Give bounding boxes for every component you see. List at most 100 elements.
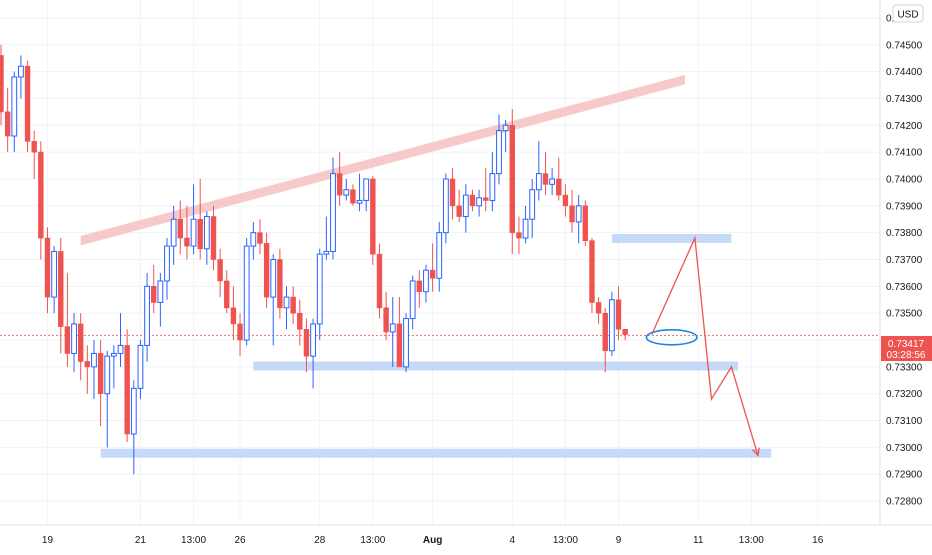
candle-body [144,285,150,346]
candle-body [230,307,237,325]
price-tick-label: 0.73300 [886,362,923,373]
price-tick-label: 0.73600 [886,282,923,293]
candle-body [556,178,562,196]
price-axis[interactable]: 0.746000.745000.744000.743000.742000.741… [886,13,923,507]
support-zone [253,361,739,371]
candle-body [263,243,270,298]
candle-body [356,199,363,204]
resistance-channel [80,74,685,246]
price-tick-label: 0.74200 [886,121,923,132]
price-badge-countdown: 03:28:56 [887,350,926,361]
candle-body [237,323,243,341]
candle-body [137,344,144,389]
time-axis[interactable]: 19 21 13:00 26 28 13:00 Aug 4 13:00 9 11 13:00 16 [42,535,824,546]
price-tick-label: 0.73100 [886,416,923,427]
candle-body [164,245,170,282]
candle-body [303,328,310,357]
candle-body [0,55,4,113]
highlight-ellipse [645,329,698,346]
price-tick-label: 0.73800 [886,228,923,239]
candle-body [608,299,615,352]
price-badge-bg [881,336,932,361]
candle-body [323,250,330,255]
candle-body [602,312,608,352]
time-tick-label: 19 [42,535,54,546]
price-tick-label: 0.74100 [886,148,923,159]
candle-body [516,232,522,239]
candle-body [343,189,350,196]
candle-body [363,178,370,201]
price-tick-label: 0.74500 [886,40,923,51]
price-tick-label: 0.73900 [886,201,923,212]
candle-body [403,318,409,368]
candle-body [350,189,356,204]
candle-body [157,280,164,303]
price-tick-label: 0.74300 [886,94,923,105]
candle-body [184,237,190,247]
candle-body [197,218,203,250]
candle-body [476,197,482,207]
candle-body [151,286,157,303]
candle-body [370,178,376,255]
candle-body [389,323,396,333]
candle-body [330,173,336,252]
currency-label-box[interactable]: USD [892,4,924,23]
candle-body [336,173,343,196]
annotation-layer [645,235,760,457]
price-tick-label: 0.72800 [886,497,923,508]
candle-body [4,111,11,137]
time-tick-label: 13:00 [181,535,206,546]
candle-body [44,237,51,298]
candle-body [582,205,589,242]
price-badge: 0.73417 03:28:56 [881,336,932,361]
candle-body [522,218,529,239]
price-tick-label: 0.73500 [886,309,923,320]
candle-body [224,280,230,309]
candle-body [429,269,436,279]
candle-layer [0,44,628,475]
time-tick-label: Aug [423,535,442,546]
candle-body [615,299,622,330]
candle-body [84,361,91,368]
support-zone [100,448,772,458]
time-tick-label: 9 [616,535,622,546]
time-tick-label: 13:00 [553,535,578,546]
candle-body [310,323,316,357]
candle-body [502,124,509,132]
candle-body [383,307,389,333]
candle-body [376,253,383,309]
candle-body [575,205,582,223]
candle-body [250,232,257,247]
projection-path [651,235,759,456]
zone-layer [0,74,878,458]
price-badge-price: 0.73417 [888,339,925,350]
candle-body [456,205,462,217]
candle-body [297,312,303,330]
candle-body [58,251,64,327]
candle-body [210,216,217,260]
candle-body [31,141,37,153]
price-tick-label: 0.73700 [886,255,923,266]
candle-body [423,269,429,293]
candle-body [77,323,84,362]
candle-body [396,323,403,368]
candle-body [117,344,124,354]
currency-label: USD [897,10,918,21]
candle-body [104,355,111,395]
candle-body [170,218,177,247]
candle-body [64,326,71,354]
candle-body [257,232,263,244]
time-tick-label: 26 [234,535,246,546]
candle-body [110,352,117,357]
candle-body [277,259,283,309]
time-tick-label: 13:00 [739,535,764,546]
candle-body [483,197,489,201]
candle-body [529,189,536,220]
candle-body [509,124,515,233]
candle-body [449,178,456,207]
candle-body [177,218,183,239]
candle-body [409,280,416,320]
